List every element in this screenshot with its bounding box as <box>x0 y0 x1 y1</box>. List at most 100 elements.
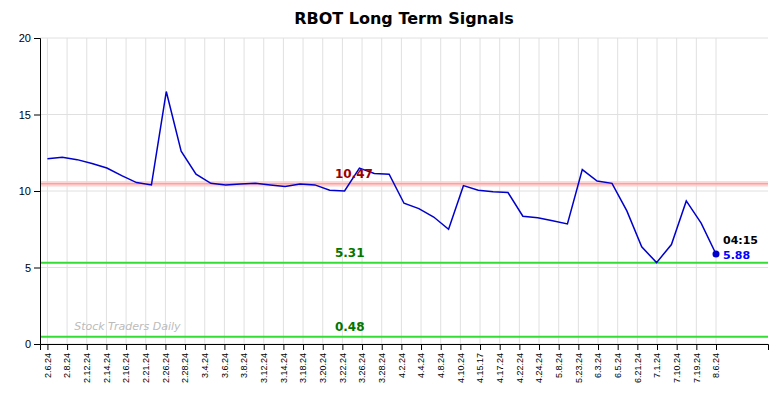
x-tick-mark <box>441 344 442 350</box>
x-tick-label: 7.19.24 <box>692 353 702 383</box>
y-tick: 15 <box>19 109 40 121</box>
x-tick: 4.4.24 <box>416 344 426 378</box>
end-annotation: 5.88 <box>723 249 750 262</box>
x-tick: 2.28.24 <box>180 344 190 383</box>
x-tick-label: 4.4.24 <box>416 353 426 378</box>
x-tick-label: 4.10.24 <box>456 353 466 383</box>
x-tick-label: 4.24.24 <box>534 353 544 383</box>
y-tick-mark <box>34 191 40 192</box>
x-tick-mark <box>185 344 186 350</box>
reference-label: 10.47 <box>335 167 373 181</box>
x-tick-mark <box>303 344 304 350</box>
reference-label: 0.48 <box>335 320 365 334</box>
x-tick-mark <box>67 344 68 350</box>
annotations: 04:155.88 <box>723 234 758 262</box>
x-tick: 4.10.24 <box>456 344 466 383</box>
x-tick: 4.8.24 <box>436 344 446 378</box>
x-tick-mark <box>421 344 422 350</box>
y-tick: 5 <box>25 262 40 274</box>
x-tick: 2.6.24 <box>43 344 53 378</box>
x-tick: 8.6.24 <box>711 344 721 378</box>
x-tick: 3.14.24 <box>279 344 289 383</box>
x-tick-mark <box>87 344 88 350</box>
x-tick: 2.12.24 <box>82 344 92 383</box>
x-tick-mark <box>264 344 265 350</box>
x-tick: 3.22.24 <box>338 344 348 383</box>
x-tick-label: 2.8.24 <box>62 353 72 378</box>
x-tick-mark <box>559 344 560 350</box>
x-tick: 2.16.24 <box>121 344 131 383</box>
x-tick: 4.2.24 <box>397 344 407 378</box>
x-tick-label: 2.12.24 <box>82 353 92 383</box>
x-tick-mark <box>323 344 324 350</box>
watermark: Stock Traders Daily <box>74 320 181 333</box>
x-axis-line <box>41 345 769 351</box>
y-tick: 0 <box>25 338 40 350</box>
reference-labels: 10.47 5.31 0.48 <box>335 167 373 334</box>
x-tick-label: 6.3.24 <box>593 353 603 378</box>
reference-label: 5.31 <box>335 246 365 260</box>
grid-line-y <box>40 114 768 115</box>
x-tick: 2.26.24 <box>161 344 171 383</box>
grid-line-y <box>40 191 768 192</box>
x-tick-mark <box>401 344 402 350</box>
x-tick: 5.8.24 <box>554 344 564 378</box>
x-tick-mark <box>126 344 127 350</box>
x-tick-mark <box>716 344 717 350</box>
x-tick-label: 2.21.24 <box>141 353 151 383</box>
x-tick-label: 3.12.24 <box>259 353 269 383</box>
x-tick: 7.10.24 <box>672 344 682 383</box>
chart-svg: RBOT Long Term Signals 04:155.88 10.47 5.31… <box>0 0 784 398</box>
x-tick: 7.1.24 <box>652 344 662 378</box>
x-tick-mark <box>283 344 284 350</box>
y-tick-label: 0 <box>25 338 31 350</box>
x-tick-mark <box>519 344 520 350</box>
x-tick-mark <box>539 344 540 350</box>
title: RBOT Long Term Signals <box>294 9 514 28</box>
x-tick-label: 3.18.24 <box>298 353 308 383</box>
x-tick-mark <box>224 344 225 350</box>
x-tick-label: 6.5.24 <box>613 353 623 378</box>
x-tick-mark <box>480 344 481 350</box>
y-axis: 0 5 10 15 20 <box>19 32 41 350</box>
x-tick-label: 3.6.24 <box>220 353 230 378</box>
x-tick-mark <box>696 344 697 350</box>
x-tick-mark <box>205 344 206 350</box>
x-tick: 3.8.24 <box>239 344 249 378</box>
y-tick-mark <box>34 115 40 116</box>
x-axis: 2.6.242.8.242.12.242.14.242.16.242.21.24… <box>41 344 769 383</box>
y-tick: 10 <box>19 185 40 197</box>
price-line <box>47 92 716 263</box>
x-tick-mark <box>500 344 501 350</box>
x-tick: 6.5.24 <box>613 344 623 378</box>
x-tick-mark <box>165 344 166 350</box>
x-tick: 4.17.24 <box>495 344 505 383</box>
x-tick-label: 3.26.24 <box>357 353 367 383</box>
y-tick-label: 10 <box>19 185 31 197</box>
x-tick-mark <box>106 344 107 350</box>
x-tick-mark <box>342 344 343 350</box>
x-tick-label: 4.22.24 <box>515 353 525 383</box>
endpoint-dot <box>713 251 720 258</box>
x-tick-mark <box>578 344 579 350</box>
y-tick-mark <box>34 268 40 269</box>
y-tick-label: 5 <box>25 262 31 274</box>
y-tick-mark <box>34 344 40 345</box>
x-tick: 3.20.24 <box>318 344 328 383</box>
x-tick-mark <box>618 344 619 350</box>
x-tick: 3.18.24 <box>298 344 308 383</box>
x-tick: 2.21.24 <box>141 344 151 383</box>
x-tick-label: 3.20.24 <box>318 353 328 383</box>
chart-container: RBOT Long Term Signals 04:155.88 10.47 5.31… <box>0 0 784 398</box>
x-tick-mark <box>146 344 147 350</box>
y-tick-label: 20 <box>19 32 31 44</box>
x-tick-label: 7.10.24 <box>672 353 682 383</box>
plot-area <box>40 92 768 337</box>
reference-line <box>40 262 768 264</box>
x-tick-label: 3.8.24 <box>239 353 249 378</box>
y-tick-mark <box>34 38 40 39</box>
x-tick: 7.19.24 <box>692 344 702 383</box>
x-tick: 3.26.24 <box>357 344 367 383</box>
x-tick-mark <box>637 344 638 350</box>
x-tick-label: 3.22.24 <box>338 353 348 383</box>
